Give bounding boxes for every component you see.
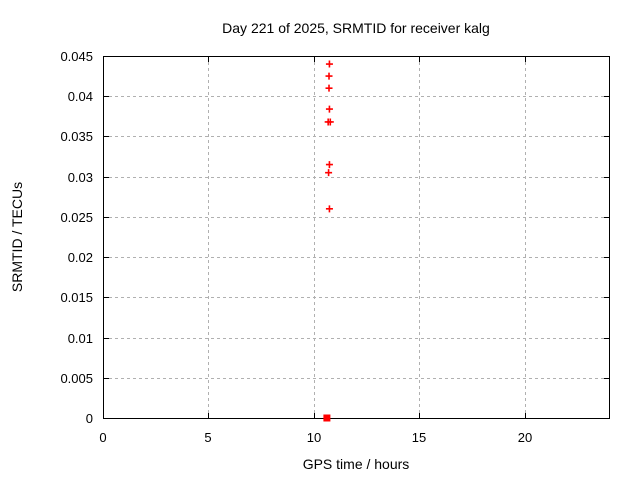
data-point-plus	[325, 205, 333, 213]
x-tick-label: 20	[518, 430, 532, 445]
data-point-plus	[325, 84, 333, 92]
y-tick-label: 0	[86, 411, 93, 426]
data-point-plus	[325, 169, 333, 177]
x-tick-label: 0	[99, 430, 106, 445]
data-point-plus	[325, 105, 333, 113]
chart-title: Day 221 of 2025, SRMTID for receiver kal…	[222, 20, 490, 36]
y-tick-label: 0.02	[68, 250, 93, 265]
y-tick-label: 0.035	[60, 129, 93, 144]
x-tick-label: 15	[412, 430, 426, 445]
data-point-plus	[325, 161, 333, 169]
y-tick-label: 0.01	[68, 331, 93, 346]
data-point-plus	[325, 60, 333, 68]
y-tick-label: 0.03	[68, 170, 93, 185]
data-point-plus	[326, 118, 334, 126]
y-tick-label: 0.04	[68, 89, 93, 104]
plot-border	[103, 56, 610, 419]
x-tick-label: 5	[204, 430, 211, 445]
x-axis-label: GPS time / hours	[302, 456, 410, 472]
data-point-square	[323, 414, 331, 422]
y-tick-label: 0.015	[60, 290, 93, 305]
data-point-plus	[325, 72, 333, 80]
y-tick-label: 0.005	[60, 371, 93, 386]
y-tick-label: 0.025	[60, 210, 93, 225]
y-tick-label: 0.045	[60, 49, 93, 64]
x-tick-label: 10	[307, 430, 321, 445]
